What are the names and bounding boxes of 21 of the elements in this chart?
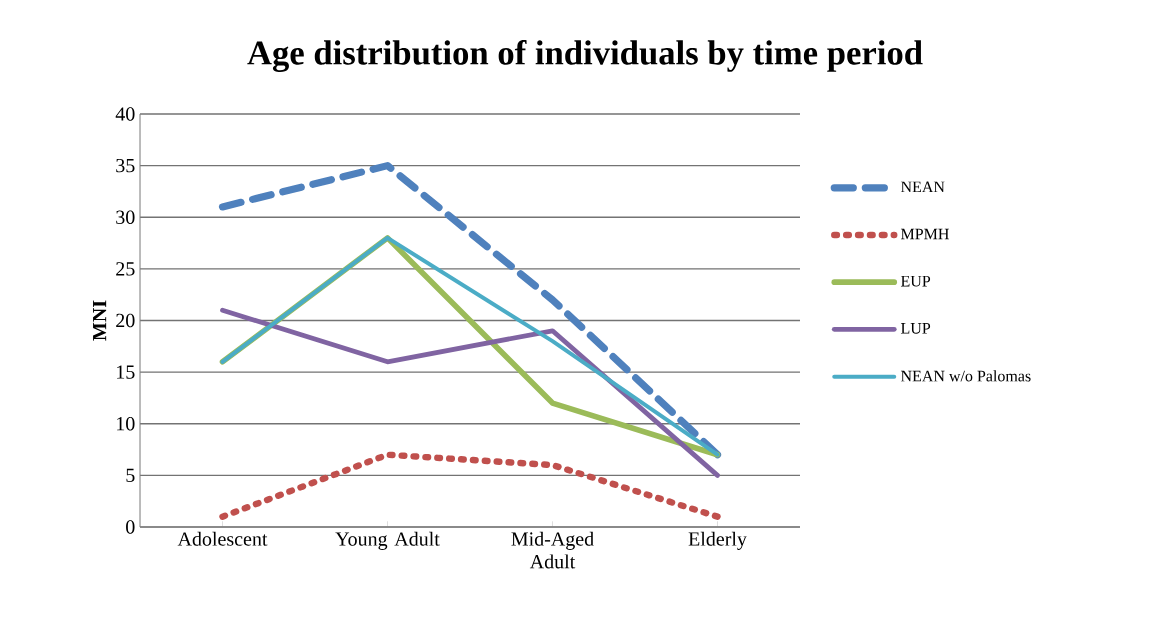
y-axis-title: MNI bbox=[93, 300, 107, 341]
x-tick-label: Elderly bbox=[688, 531, 747, 550]
y-tick-label: 20 bbox=[116, 313, 135, 328]
x-tick-label: Young Adult bbox=[335, 531, 440, 550]
legend-label: EUP bbox=[900, 275, 931, 287]
x-tick-label: Adolescent bbox=[177, 531, 268, 546]
y-tick-label: 5 bbox=[126, 468, 135, 482]
legend-label: LUP bbox=[900, 323, 931, 334]
y-tick-label: 25 bbox=[116, 262, 135, 276]
legend-label: NEAN w/o Palomas bbox=[900, 370, 1031, 382]
legend-label: NEAN bbox=[900, 181, 945, 193]
y-tick-label: 10 bbox=[117, 416, 135, 431]
line-series bbox=[220, 307, 720, 478]
y-tick-label: 15 bbox=[117, 365, 135, 379]
legend-label: MPMH bbox=[900, 228, 949, 240]
y-tick-label: 0 bbox=[126, 520, 135, 534]
chart-title: Age distribution of individuals by time period bbox=[247, 39, 923, 73]
y-tick-label: 30 bbox=[116, 210, 135, 224]
y-tick-label: 40 bbox=[115, 107, 135, 121]
y-tick-label: 35 bbox=[116, 158, 135, 173]
x-tick-label: Mid-Aged Adult bbox=[511, 531, 594, 569]
